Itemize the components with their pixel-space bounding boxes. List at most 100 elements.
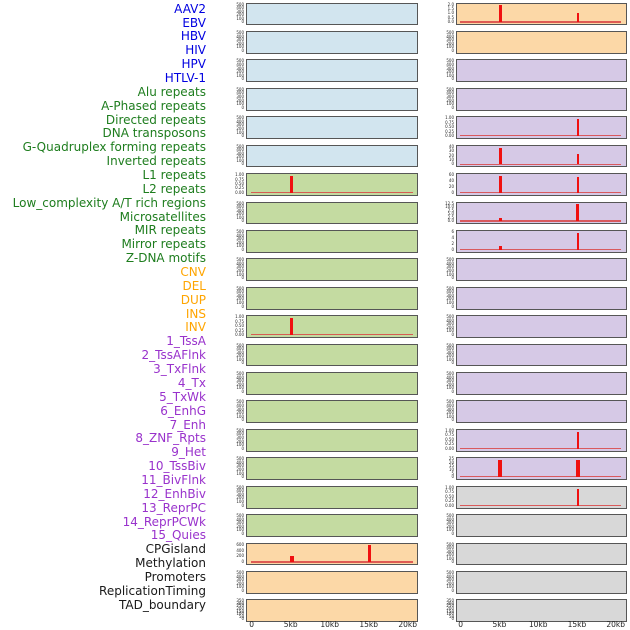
track-label-7-enh: 7_Enh: [169, 417, 206, 432]
y-tick-label: 400: [236, 61, 244, 67]
data-spike-5kb: [290, 318, 293, 336]
y-tick-label: 300: [236, 292, 244, 298]
data-baseline: [460, 21, 621, 23]
y-axis-10-tssbiv: 500 400 300 200 100 0: [424, 315, 454, 338]
y-tick-label: 0: [241, 303, 244, 309]
y-tick-label: 400: [236, 147, 244, 153]
y-tick-label: 500: [236, 30, 244, 36]
y-tick-label: 100: [236, 129, 244, 135]
y-tick-label: 100: [236, 498, 244, 504]
y-tick-label: 100: [446, 44, 454, 50]
y-axis-6-enhg: 12.5 10.0 7.5 5.0 2.5 0.0: [424, 201, 454, 225]
y-axis-14-reprpcwk: 1.00 0.75 0.50 0.25 0.00: [424, 428, 454, 452]
panel-hpv: [246, 116, 418, 140]
y-tick-label: 400: [446, 516, 454, 522]
y-tick-label: 400: [236, 289, 244, 295]
y-tick-label: 300: [236, 600, 244, 606]
y-tick-label: 300: [446, 548, 454, 554]
data-baseline: [460, 476, 621, 478]
data-baseline: [251, 561, 413, 563]
y-axis-l1-repeats: 500 400 300 200 100 0: [214, 343, 244, 367]
data-baseline: [460, 248, 621, 250]
y-tick-label: 500: [236, 200, 244, 206]
y-tick-label: 400: [236, 403, 244, 409]
y-tick-label: 1.0: [447, 10, 454, 16]
y-tick-label: 200: [236, 438, 244, 444]
y-tick-label: 400: [446, 317, 454, 323]
y-axis-2-tssaflnk: 500 400 300 200 100 0: [424, 87, 454, 111]
data-spike-5kb: [290, 176, 293, 193]
y-tick-label: 1.00: [235, 172, 244, 178]
y-axis-dup: 350 300 250 200 150 100 50 0: [214, 599, 244, 622]
y-axis-dna-transposons: 500 400 300 200 100 0: [214, 258, 244, 281]
panel-directed-repeats: [246, 229, 418, 253]
track-label-ins: INS: [185, 306, 206, 321]
y-tick-label: 100: [236, 15, 244, 21]
x-tick-label-10kb: 10kb: [528, 620, 548, 629]
track-label-5-txwk: 5_TxWk: [159, 389, 206, 404]
data-baseline: [460, 220, 621, 222]
panel-a-phased-repeats: [246, 201, 418, 225]
y-tick-label: 350: [236, 598, 244, 604]
y-tick-label: 500: [446, 257, 454, 263]
y-tick-label: 200: [236, 580, 244, 586]
y-tick-label: 0: [241, 474, 244, 480]
y-tick-label: 0: [241, 76, 244, 82]
y-tick-label: 400: [446, 403, 454, 409]
track-label-directed-repeats: Directed repeats: [105, 112, 206, 127]
data-spike-15kb: [576, 488, 579, 506]
data-spike-15kb: [576, 232, 579, 250]
panel-12-enhbiv: [456, 372, 627, 395]
y-tick-label: 500: [446, 314, 454, 320]
y-tick-label: 0: [241, 445, 244, 451]
y-axis-z-dna-motifs: 500 400 300 200 100 0: [214, 514, 244, 537]
y-tick-label: 500: [446, 30, 454, 36]
y-tick-label: 400: [446, 289, 454, 295]
x-tick-label-0: 0: [458, 620, 464, 629]
y-tick-label: 100: [236, 157, 244, 163]
track-label-z-dna-motifs: Z-DNA motifs: [125, 251, 206, 266]
y-tick-label: 400: [446, 346, 454, 352]
y-tick-label: 0.25: [235, 327, 244, 333]
y-tick-label: 100: [236, 271, 244, 277]
y-tick-label: 50: [448, 613, 454, 619]
track-label-1-tssa: 1_TssA: [166, 334, 206, 349]
track-label-mirror-repeats: Mirror repeats: [121, 237, 206, 252]
panel-dup: [246, 599, 418, 623]
y-tick-label: 7.5: [447, 207, 454, 213]
track-label-htlv-1: HTLV-1: [164, 71, 206, 85]
data-spike-5kb: [289, 555, 294, 563]
y-tick-label: 200: [236, 97, 244, 103]
y-tick-label: 0: [241, 559, 244, 565]
y-tick-label: 100: [446, 328, 454, 334]
y-tick-label: 300: [236, 65, 244, 71]
y-axis-low-complexity-a-t-rich-regions: 500 400 300 200 100 0: [214, 400, 244, 423]
panel-cpgisland: [456, 485, 627, 509]
y-tick-label: 100: [446, 101, 454, 107]
y-tick-label: 400: [236, 232, 244, 238]
y-tick-label: 0: [451, 474, 454, 480]
y-tick-label: 10: [448, 466, 454, 472]
y-tick-label: 200: [236, 553, 244, 559]
track-label-promoters: Promoters: [144, 569, 206, 584]
y-tick-label: 500: [446, 58, 454, 64]
y-tick-label: 100: [446, 611, 454, 617]
y-tick-label: 0.00: [445, 133, 454, 139]
y-tick-label: 0.50: [445, 436, 454, 442]
y-tick-label: 200: [236, 12, 244, 18]
panel-microsatellites: [246, 428, 418, 452]
y-tick-label: 0.75: [235, 318, 244, 324]
data-baseline: [460, 191, 621, 194]
y-tick-label: 300: [236, 491, 244, 497]
panel-low-complexity-a-t-rich-regions: [246, 400, 418, 424]
y-tick-label: 100: [236, 527, 244, 533]
y-tick-label: 0.75: [235, 176, 244, 182]
y-tick-label: 100: [446, 385, 454, 391]
y-axis-15-quies: 25 20 15 10 5 0: [424, 457, 454, 480]
panel-dna-transposons: [246, 258, 418, 282]
y-tick-label: 0.25: [445, 441, 454, 447]
panel-hiv: [246, 87, 418, 111]
y-tick-label: 400: [236, 547, 244, 553]
y-tick-label: 200: [446, 268, 454, 274]
